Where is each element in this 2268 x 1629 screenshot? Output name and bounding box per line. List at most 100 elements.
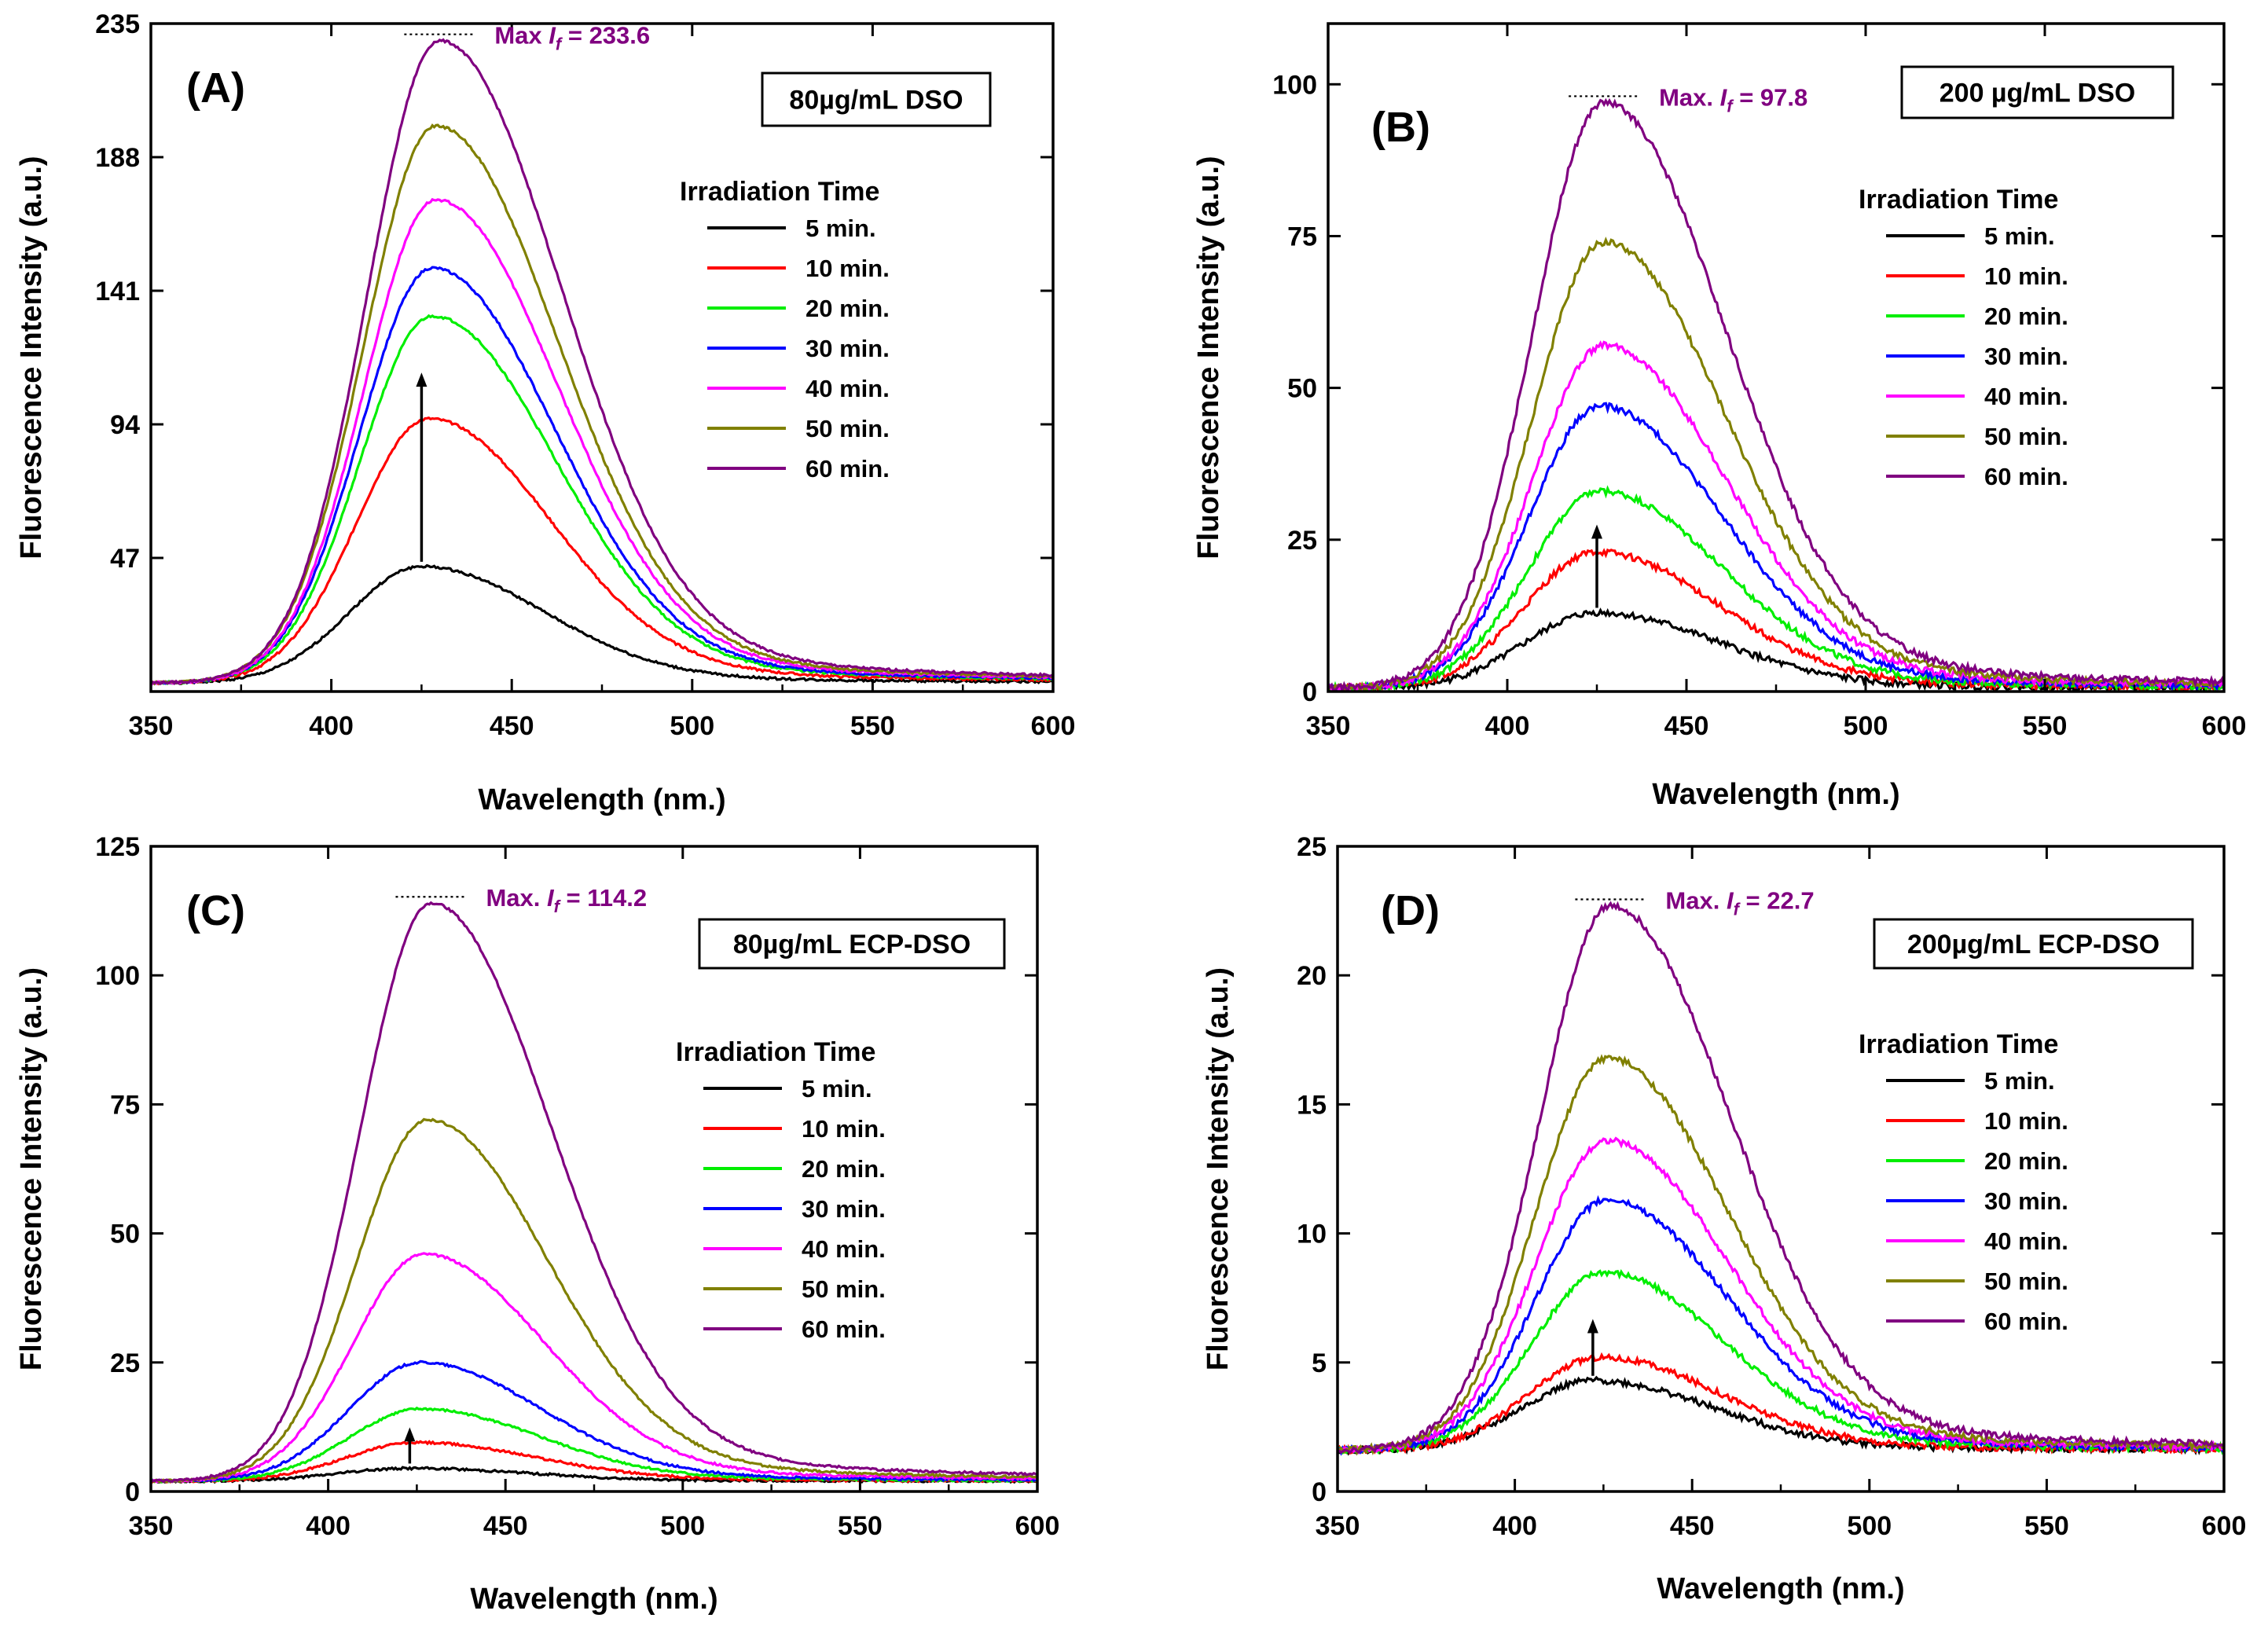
legend-entry: 40 min.	[1984, 1227, 2068, 1255]
series-line-30-min	[151, 1359, 1037, 1483]
series-line-40-min	[1328, 340, 2224, 692]
x-tick-label: 500	[660, 1511, 705, 1541]
x-tick-label: 600	[2202, 1511, 2247, 1541]
series-lines	[151, 901, 1037, 1484]
y-tick-label: 10	[1297, 1220, 1327, 1249]
series-lines	[151, 38, 1053, 686]
series-line-30-min	[151, 266, 1053, 685]
x-tick-label: 500	[1847, 1511, 1892, 1541]
increase-arrow-head	[416, 372, 428, 387]
y-tick-label: 75	[1287, 222, 1317, 251]
x-tick-label: 550	[838, 1511, 883, 1541]
panel-label: (A)	[186, 64, 245, 112]
x-axis-title: Wavelength (nm.)	[1652, 778, 1899, 811]
increase-arrow-head	[404, 1427, 416, 1442]
y-axis-title: Fluorescence Intensity (a.u.)	[1192, 156, 1225, 559]
x-tick-label: 400	[306, 1511, 350, 1541]
x-tick-label: 450	[490, 711, 534, 741]
y-tick-label: 0	[125, 1477, 140, 1507]
x-tick-label: 450	[1664, 711, 1709, 741]
x-tick-label: 450	[1670, 1511, 1715, 1541]
series-line-5-min	[151, 563, 1053, 686]
series-line-30-min	[1328, 402, 2224, 692]
sample-label: 80µg/mL DSO	[789, 86, 963, 116]
sample-label: 200 µg/mL DSO	[1940, 79, 2136, 108]
y-axis-title: Fluorescence Intensity (a.u.)	[15, 156, 48, 559]
x-tick-label: 350	[1306, 711, 1351, 741]
max-intensity-annotation: Max If = 233.6	[494, 22, 650, 54]
series-lines	[1328, 97, 2224, 692]
x-tick-label: 400	[309, 711, 354, 741]
legend-title: Irradiation Time	[680, 177, 879, 207]
series-line-10-min	[1328, 548, 2224, 692]
legend-entry: 10 min.	[1984, 262, 2068, 290]
y-tick-label: 141	[95, 277, 140, 306]
legend-entry: 50 min.	[802, 1275, 886, 1303]
series-line-30-min	[1338, 1194, 2224, 1456]
max-intensity-annotation: Max. If = 97.8	[1659, 83, 1807, 116]
x-tick-label: 600	[1031, 711, 1076, 741]
legend-entry: 10 min.	[806, 255, 890, 282]
legend-entry: 40 min.	[806, 375, 890, 402]
y-tick-label: 25	[110, 1348, 140, 1378]
y-tick-label: 125	[95, 832, 140, 862]
legend-title: Irradiation Time	[1859, 1029, 2058, 1059]
legend-entry: 60 min.	[1984, 463, 2068, 490]
panel-label: (B)	[1371, 104, 1430, 151]
sample-label-box	[698, 918, 1006, 970]
legend-entry: 20 min.	[1984, 1147, 2068, 1175]
legend-entry: 40 min.	[802, 1235, 886, 1263]
series-line-50-min	[151, 1117, 1037, 1484]
panel-d: 350 400 450 500 550 600 0 5 10 15 20 25 Wavelength (…	[1202, 832, 2246, 1605]
y-axis-title: Fluorescence Intensity (a.u.)	[1202, 967, 1235, 1370]
y-tick-label: 47	[110, 544, 140, 574]
series-line-60-min	[1338, 901, 2224, 1455]
legend-entry: 20 min.	[806, 295, 890, 322]
x-axis-title: Wavelength (nm.)	[1657, 1572, 1904, 1605]
sample-label-box	[761, 72, 992, 127]
plot-frame	[1327, 22, 2226, 693]
legend-entry: 60 min.	[806, 455, 890, 482]
series-line-40-min	[1338, 1136, 2224, 1455]
series-line-60-min	[1328, 97, 2224, 692]
sample-label: 80µg/mL ECP-DSO	[733, 930, 971, 959]
series-lines	[1338, 901, 2224, 1456]
legend-entry: 5 min.	[1984, 222, 2055, 250]
legend-entry: 5 min.	[1984, 1067, 2055, 1095]
panel-label: (C)	[186, 887, 245, 934]
y-tick-label: 188	[95, 143, 140, 173]
series-line-40-min	[151, 197, 1053, 686]
max-intensity-annotation: Max. If = 114.2	[486, 884, 647, 916]
max-intensity-annotation: Max. If = 22.7	[1665, 887, 1814, 919]
increase-arrow-head	[1591, 524, 1602, 539]
x-tick-label: 450	[483, 1511, 528, 1541]
x-tick-label: 350	[1316, 1511, 1360, 1541]
legend-entry: 5 min.	[806, 215, 876, 242]
y-tick-label: 5	[1312, 1348, 1327, 1378]
series-line-50-min	[1338, 1054, 2224, 1456]
legend-entry: 20 min.	[1984, 303, 2068, 330]
panel-c: 350 400 450 500 550 600 0 25 50 75 100 125 Wavelengt…	[15, 832, 1059, 1616]
sample-label-box	[1873, 918, 2194, 970]
y-tick-label: 235	[95, 9, 140, 39]
x-tick-label: 550	[2024, 1511, 2069, 1541]
y-tick-label: 25	[1287, 526, 1317, 556]
legend-entry: 40 min.	[1984, 383, 2068, 410]
legend-entry: 5 min.	[802, 1075, 872, 1103]
legend-entry: 50 min.	[806, 415, 890, 442]
legend-entry: 30 min.	[1984, 1187, 2068, 1215]
legend-entry: 30 min.	[806, 335, 890, 362]
y-tick-label: 20	[1297, 961, 1327, 991]
y-tick-label: 94	[110, 410, 140, 440]
series-line-20-min	[1328, 485, 2224, 692]
sample-label-box	[1900, 65, 2174, 119]
legend-entry: 50 min.	[1984, 423, 2068, 450]
increase-arrow-head	[1587, 1319, 1598, 1334]
y-tick-label: 0	[1302, 677, 1317, 707]
x-axis-title: Wavelength (nm.)	[478, 783, 725, 816]
x-tick-label: 350	[129, 711, 174, 741]
y-tick-label: 15	[1297, 1090, 1327, 1120]
sample-label: 200µg/mL ECP-DSO	[1907, 930, 2160, 959]
x-tick-label: 550	[850, 711, 895, 741]
